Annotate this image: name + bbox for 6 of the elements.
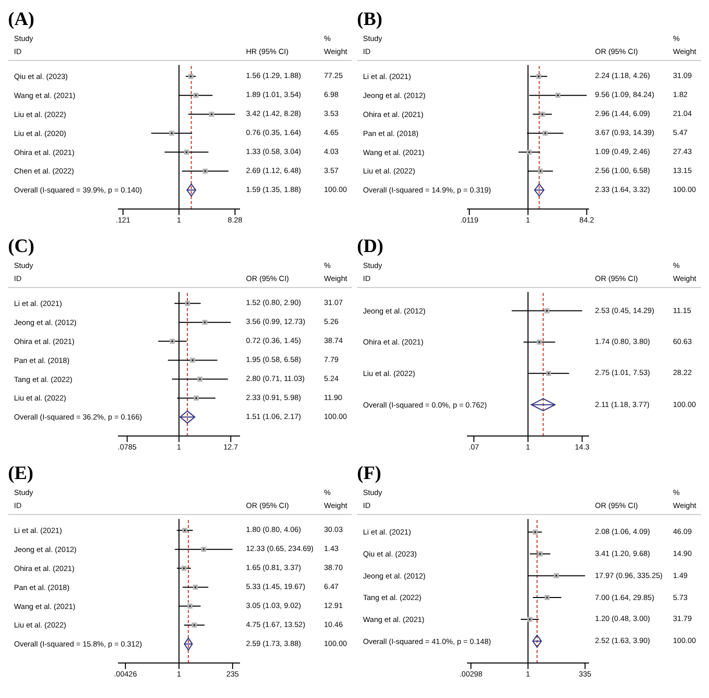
chart-title: (D) xyxy=(357,235,384,259)
chart-title: (E) xyxy=(8,462,34,486)
chart-title: (A) xyxy=(8,8,36,32)
chart-title: (F) xyxy=(357,462,382,486)
chart-title: (B) xyxy=(357,8,384,32)
chart-title: (C) xyxy=(8,235,36,259)
